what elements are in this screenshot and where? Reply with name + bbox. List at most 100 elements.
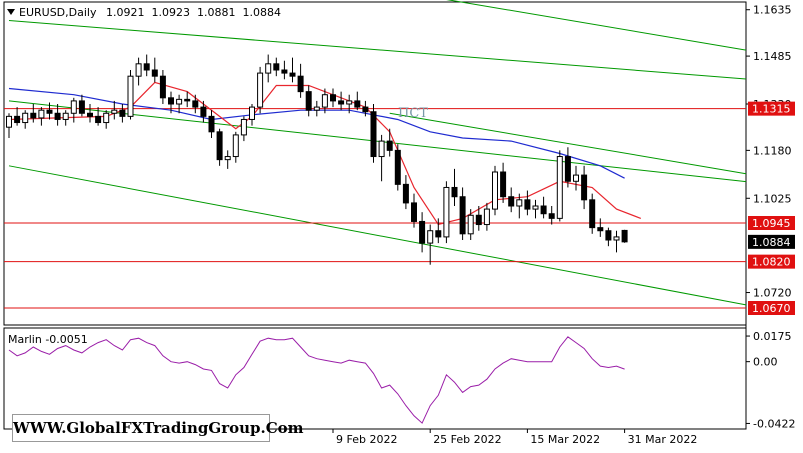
- candle-body: [613, 236, 620, 241]
- candle-body: [176, 98, 183, 105]
- level-tag-2: [748, 254, 795, 269]
- candle: [30, 104, 37, 123]
- candle: [613, 230, 620, 253]
- candle-body: [184, 98, 191, 102]
- candle: [459, 187, 466, 240]
- candle: [87, 104, 93, 123]
- candle: [192, 94, 199, 114]
- channel-lines: [8, 0, 747, 306]
- candle-body: [338, 100, 345, 105]
- level-tag-1: [748, 216, 795, 230]
- symbol-text: EURUSD,Daily: [19, 6, 97, 19]
- current-price-tag: [748, 234, 795, 249]
- osc-tick-label-2: -0.0422: [753, 417, 795, 430]
- channel-line-1: [446, 0, 747, 51]
- candle-body: [135, 63, 142, 77]
- candle: [208, 110, 215, 138]
- candle: [483, 202, 490, 231]
- candle: [394, 144, 401, 191]
- candle: [103, 110, 110, 129]
- candle-body: [419, 220, 426, 244]
- candle-body: [581, 174, 588, 201]
- candle-body: [411, 202, 417, 222]
- candle-body: [516, 199, 523, 207]
- candle: [532, 199, 539, 219]
- candle-body: [38, 109, 45, 119]
- candle: [70, 97, 77, 123]
- candle: [38, 107, 45, 126]
- candle: [184, 91, 191, 108]
- candle-body: [548, 213, 555, 219]
- candle: [159, 70, 166, 104]
- candle-body: [564, 156, 571, 182]
- candle-body: [240, 118, 247, 136]
- candle: [346, 94, 353, 114]
- level-label-0: 1.1315: [752, 103, 791, 116]
- candle-body: [524, 199, 531, 210]
- collapse-triangle-icon[interactable]: [7, 9, 15, 15]
- candle-body: [435, 230, 442, 238]
- candle: [281, 60, 288, 80]
- candle: [605, 227, 612, 247]
- candle-body: [208, 115, 215, 133]
- candle: [168, 91, 174, 114]
- time-tick-label-2: 15 Mar 2022: [530, 433, 600, 446]
- candle: [354, 91, 361, 111]
- candle-body: [330, 94, 336, 102]
- price-axis: 1.16351.14851.13301.11801.10251.07201.08…: [746, 4, 795, 300]
- candle: [111, 100, 118, 120]
- candle-body: [321, 94, 328, 108]
- time-tick-label-1: 25 Feb 2022: [433, 433, 501, 446]
- candle-body: [540, 205, 547, 215]
- candle: [289, 57, 296, 83]
- candle-body: [573, 174, 579, 182]
- candle-body: [143, 63, 150, 71]
- price-tick-label-5: 1.0720: [753, 287, 792, 300]
- candle-body: [354, 100, 361, 108]
- candle: [313, 100, 320, 117]
- candle-body: [159, 75, 166, 99]
- candle-body: [483, 208, 490, 226]
- candle: [589, 193, 596, 234]
- candle: [573, 165, 579, 191]
- candle: [232, 131, 239, 163]
- candle-body: [281, 69, 288, 74]
- channel-line-4: [389, 112, 747, 175]
- candle-body: [14, 115, 21, 124]
- candle: [370, 104, 377, 163]
- price-tick-label-4: 1.1025: [753, 192, 792, 205]
- candle: [516, 193, 523, 219]
- candle-body: [30, 112, 37, 119]
- chart-tag-text: ПСТ: [398, 106, 428, 121]
- candle-body: [589, 199, 596, 229]
- candle-body: [346, 100, 353, 105]
- candle-body: [443, 186, 450, 238]
- candle-body: [257, 72, 264, 108]
- current-price-label: 1.0884: [752, 236, 791, 249]
- candle-body: [556, 156, 563, 219]
- candle-body: [62, 112, 69, 120]
- candle: [378, 134, 385, 182]
- level-label-1: 1.0945: [752, 217, 791, 230]
- watermark: WWW.GlobalFXTradingGroup.Com: [12, 414, 304, 442]
- candle: [451, 168, 458, 206]
- candle-body: [362, 106, 369, 113]
- candle-body: [119, 109, 126, 117]
- candle-body: [313, 106, 320, 111]
- channel-line-0: [8, 20, 747, 80]
- candle-body: [249, 106, 255, 120]
- candle: [419, 212, 426, 253]
- candle: [338, 91, 345, 111]
- candle-body: [265, 63, 272, 74]
- candle: [224, 150, 231, 169]
- candle: [54, 104, 61, 126]
- oscillator: [8, 336, 625, 424]
- candle: [176, 94, 183, 114]
- candle: [151, 57, 158, 83]
- candles: [6, 54, 628, 265]
- main-panel: [3, 1, 747, 326]
- candle-body: [394, 149, 401, 185]
- candle: [467, 209, 474, 240]
- candle-body: [151, 69, 158, 77]
